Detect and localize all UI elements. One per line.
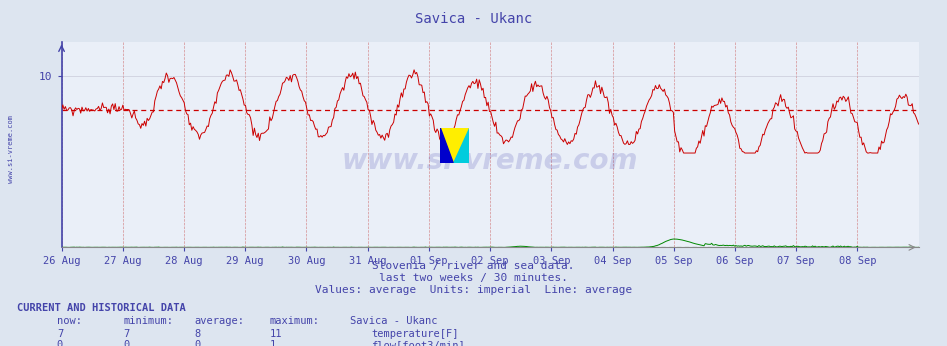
Text: www.si-vreme.com: www.si-vreme.com: [342, 147, 638, 175]
Text: now:: now:: [57, 316, 81, 326]
Text: CURRENT AND HISTORICAL DATA: CURRENT AND HISTORICAL DATA: [17, 303, 186, 313]
Text: Slovenia / river and sea data.: Slovenia / river and sea data.: [372, 261, 575, 271]
Text: 0: 0: [57, 340, 63, 346]
Text: average:: average:: [194, 316, 244, 326]
Text: Values: average  Units: imperial  Line: average: Values: average Units: imperial Line: av…: [314, 285, 633, 295]
Text: www.si-vreme.com: www.si-vreme.com: [9, 115, 14, 183]
Text: 11: 11: [270, 329, 282, 339]
Text: last two weeks / 30 minutes.: last two weeks / 30 minutes.: [379, 273, 568, 283]
Polygon shape: [440, 128, 454, 163]
Text: maximum:: maximum:: [270, 316, 320, 326]
Text: 7: 7: [123, 329, 130, 339]
Text: minimum:: minimum:: [123, 316, 173, 326]
Text: 0: 0: [123, 340, 130, 346]
Text: Savica - Ukanc: Savica - Ukanc: [350, 316, 438, 326]
Text: temperature[F]: temperature[F]: [371, 329, 458, 339]
Text: 1: 1: [270, 340, 277, 346]
Text: 7: 7: [57, 329, 63, 339]
Text: 0: 0: [194, 340, 201, 346]
Text: Savica - Ukanc: Savica - Ukanc: [415, 12, 532, 26]
Text: flow[foot3/min]: flow[foot3/min]: [371, 340, 465, 346]
Text: 8: 8: [194, 329, 201, 339]
Polygon shape: [454, 128, 469, 163]
